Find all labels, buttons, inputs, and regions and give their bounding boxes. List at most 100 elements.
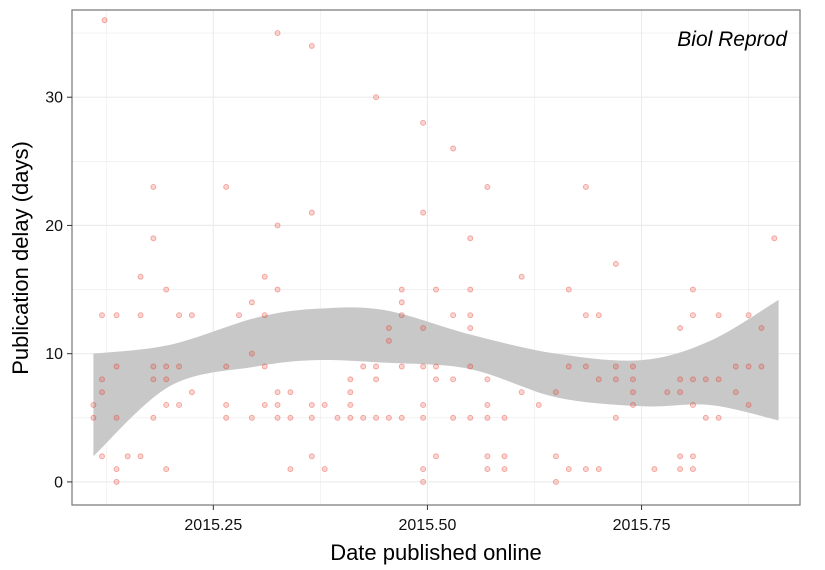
data-point xyxy=(347,402,354,408)
data-point xyxy=(565,286,572,293)
data-point xyxy=(552,478,559,485)
data-point xyxy=(420,325,427,331)
data-point xyxy=(758,325,765,331)
data-point xyxy=(150,414,157,421)
data-point xyxy=(287,414,294,421)
data-point xyxy=(287,389,294,396)
data-point xyxy=(758,363,765,370)
data-point xyxy=(732,389,739,396)
data-point xyxy=(373,414,379,421)
data-point xyxy=(347,414,354,421)
data-point xyxy=(612,414,619,421)
data-point xyxy=(518,389,525,396)
data-point xyxy=(433,286,439,293)
data-point xyxy=(433,363,439,370)
data-point xyxy=(732,363,739,370)
data-point xyxy=(612,260,619,267)
data-point xyxy=(373,376,379,383)
data-point xyxy=(334,414,341,421)
data-point xyxy=(565,363,572,370)
data-point xyxy=(484,402,491,408)
data-point xyxy=(595,376,602,383)
data-point xyxy=(702,414,709,421)
data-point xyxy=(261,363,268,370)
data-point xyxy=(689,466,696,473)
data-point xyxy=(484,466,491,473)
data-point xyxy=(595,312,602,319)
data-point xyxy=(287,466,294,473)
data-point xyxy=(771,235,778,242)
data-point xyxy=(137,273,144,280)
data-point xyxy=(308,414,315,421)
data-point xyxy=(385,337,392,344)
data-point xyxy=(582,312,589,319)
data-point xyxy=(274,286,281,293)
data-point xyxy=(552,389,559,396)
data-point xyxy=(630,363,636,370)
data-point xyxy=(467,312,474,319)
plot-panel xyxy=(72,10,800,505)
data-point xyxy=(689,402,696,408)
data-point xyxy=(677,453,684,460)
data-point xyxy=(450,414,457,421)
x-tick-label: 2015.50 xyxy=(399,517,457,534)
data-point xyxy=(360,363,367,370)
data-point xyxy=(308,453,315,460)
data-point xyxy=(745,312,752,319)
data-point xyxy=(223,184,230,190)
data-point xyxy=(163,466,170,473)
data-points xyxy=(90,17,778,485)
data-point xyxy=(137,312,144,319)
data-point xyxy=(99,312,105,319)
data-point xyxy=(484,453,491,460)
data-point xyxy=(113,312,120,319)
data-point xyxy=(248,350,255,357)
data-point xyxy=(261,273,268,280)
data-point xyxy=(308,402,315,408)
data-point xyxy=(501,414,508,421)
data-point xyxy=(99,389,105,396)
x-tick-label: 2015.75 xyxy=(613,517,671,534)
data-point xyxy=(261,402,268,408)
data-point xyxy=(450,376,457,383)
data-point xyxy=(321,402,328,408)
data-point xyxy=(398,363,405,370)
data-point xyxy=(565,466,572,473)
data-point xyxy=(188,312,195,319)
data-point xyxy=(150,184,157,190)
data-point xyxy=(398,286,405,293)
data-point xyxy=(433,376,439,383)
data-point xyxy=(715,376,722,383)
data-point xyxy=(582,363,589,370)
data-point xyxy=(398,312,405,319)
data-point xyxy=(223,402,230,408)
data-point xyxy=(467,286,474,293)
data-point xyxy=(745,363,752,370)
data-point xyxy=(689,312,696,319)
data-point xyxy=(347,376,354,383)
data-point xyxy=(373,94,379,101)
data-point xyxy=(90,402,97,408)
data-point xyxy=(176,363,183,370)
data-point xyxy=(595,466,602,473)
data-point xyxy=(420,466,427,473)
data-point xyxy=(113,363,120,370)
data-point xyxy=(360,414,367,421)
data-point xyxy=(274,414,281,421)
data-point xyxy=(467,325,474,331)
data-point xyxy=(124,453,131,460)
data-point xyxy=(398,414,405,421)
data-point xyxy=(501,466,508,473)
data-point xyxy=(261,312,268,319)
data-point xyxy=(321,466,328,473)
data-point xyxy=(582,466,589,473)
data-point xyxy=(715,312,722,319)
plot-border xyxy=(71,9,801,506)
data-point xyxy=(274,402,281,408)
data-point xyxy=(420,414,427,421)
data-point xyxy=(552,453,559,460)
data-point xyxy=(150,363,157,370)
data-point xyxy=(677,466,684,473)
data-point xyxy=(433,453,439,460)
